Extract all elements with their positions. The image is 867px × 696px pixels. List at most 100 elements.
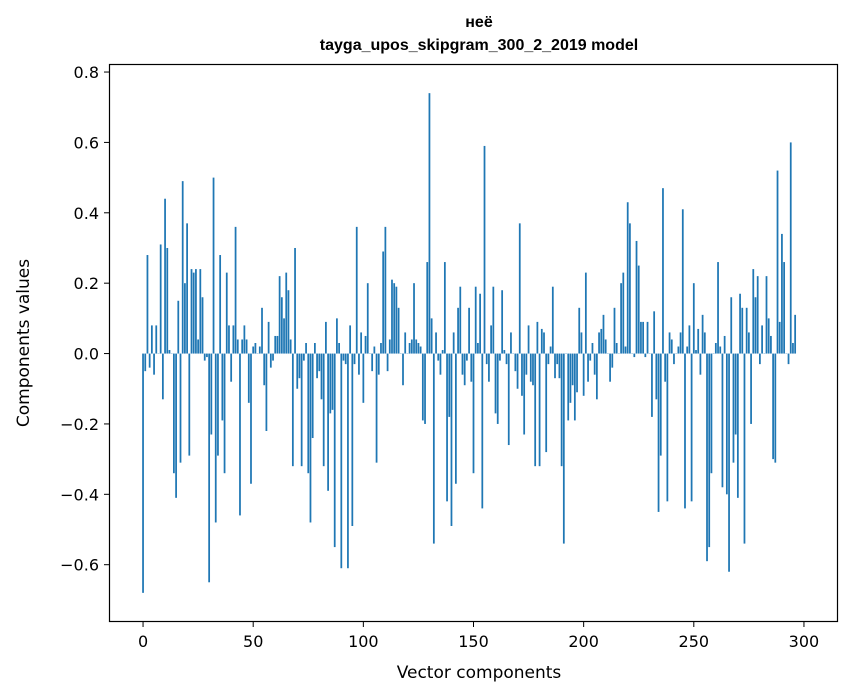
bar: [247, 353, 250, 403]
bar: [245, 339, 248, 354]
bar: [554, 353, 556, 379]
bar: [679, 332, 682, 354]
bar: [175, 353, 177, 498]
bar: [547, 353, 550, 365]
bar: [388, 339, 391, 354]
bar: [197, 339, 199, 354]
bar: [543, 332, 545, 354]
bar: [223, 353, 226, 474]
bar: [507, 353, 510, 446]
bar: [269, 353, 272, 368]
bar: [261, 307, 263, 354]
bar: [684, 353, 686, 509]
bar: [759, 353, 761, 365]
bar: [584, 272, 587, 354]
bar: [734, 353, 737, 435]
bar: [166, 247, 169, 354]
bar: [728, 353, 730, 572]
bar: [600, 328, 603, 354]
bar: [463, 353, 466, 386]
bar: [426, 262, 429, 354]
bar: [651, 353, 653, 417]
bar: [459, 286, 462, 354]
bar: [692, 283, 695, 354]
bar: [664, 353, 667, 382]
bar: [551, 286, 554, 354]
bar: [750, 353, 752, 424]
bar: [371, 353, 374, 372]
bar: [695, 350, 697, 354]
bar: [234, 226, 237, 354]
bar: [225, 272, 228, 354]
bar: [719, 346, 722, 354]
bar: [454, 353, 457, 484]
bar: [725, 353, 728, 495]
bar: [432, 353, 435, 544]
bar: [439, 353, 442, 375]
bar: [377, 353, 380, 375]
bar: [311, 353, 314, 439]
bar: [545, 353, 548, 453]
bar: [437, 353, 440, 361]
bar: [184, 283, 186, 354]
y-tick-label: 0.4: [74, 204, 99, 223]
bar: [622, 272, 625, 354]
bar: [540, 328, 543, 354]
bar: [219, 255, 222, 354]
x-tick-label: 250: [679, 632, 710, 651]
bar: [666, 353, 669, 502]
bar: [794, 314, 797, 354]
bar: [613, 307, 616, 354]
x-tick-label: 0: [138, 632, 148, 651]
bar: [479, 293, 481, 354]
bar: [230, 353, 233, 382]
bar: [421, 353, 424, 421]
bar: [278, 276, 281, 354]
bar: [699, 353, 702, 375]
bar: [558, 353, 561, 379]
bar: [767, 318, 770, 354]
bar: [708, 353, 711, 548]
bar: [472, 353, 475, 474]
bar: [792, 343, 794, 354]
bar: [518, 223, 521, 354]
y-axis-ticks: −0.6 −0.4 −0.2 0.0 0.2 0.4 0.6 0.8: [60, 63, 110, 575]
bar: [325, 321, 327, 354]
bar: [582, 353, 585, 396]
bar: [316, 353, 318, 379]
bar: [549, 346, 552, 354]
bar: [477, 343, 479, 354]
plot-frame: [108, 63, 839, 623]
bar: [214, 353, 217, 523]
bar: [190, 269, 193, 354]
bar: [510, 332, 512, 354]
bar: [410, 339, 413, 354]
bar: [770, 335, 772, 354]
bar: [309, 353, 312, 523]
bar: [659, 353, 662, 456]
bar: [690, 353, 693, 502]
bar: [787, 353, 790, 365]
bar: [252, 346, 255, 354]
bar: [146, 255, 149, 354]
x-tick-label: 100: [348, 632, 379, 651]
bar: [294, 247, 296, 354]
bar: [573, 353, 576, 421]
bar: [761, 325, 763, 354]
bar: [686, 346, 689, 354]
bar: [314, 343, 316, 354]
y-tick-label: −0.4: [60, 485, 99, 504]
bar: [298, 353, 301, 379]
bar: [673, 353, 675, 365]
bar: [300, 353, 303, 467]
bar: [142, 353, 144, 593]
bar: [633, 353, 636, 358]
bar: [668, 332, 671, 354]
bar: [598, 332, 600, 354]
bar: [302, 353, 305, 361]
bar: [452, 332, 455, 354]
bar: [626, 202, 629, 354]
bar: [521, 353, 523, 396]
bar: [212, 177, 215, 354]
